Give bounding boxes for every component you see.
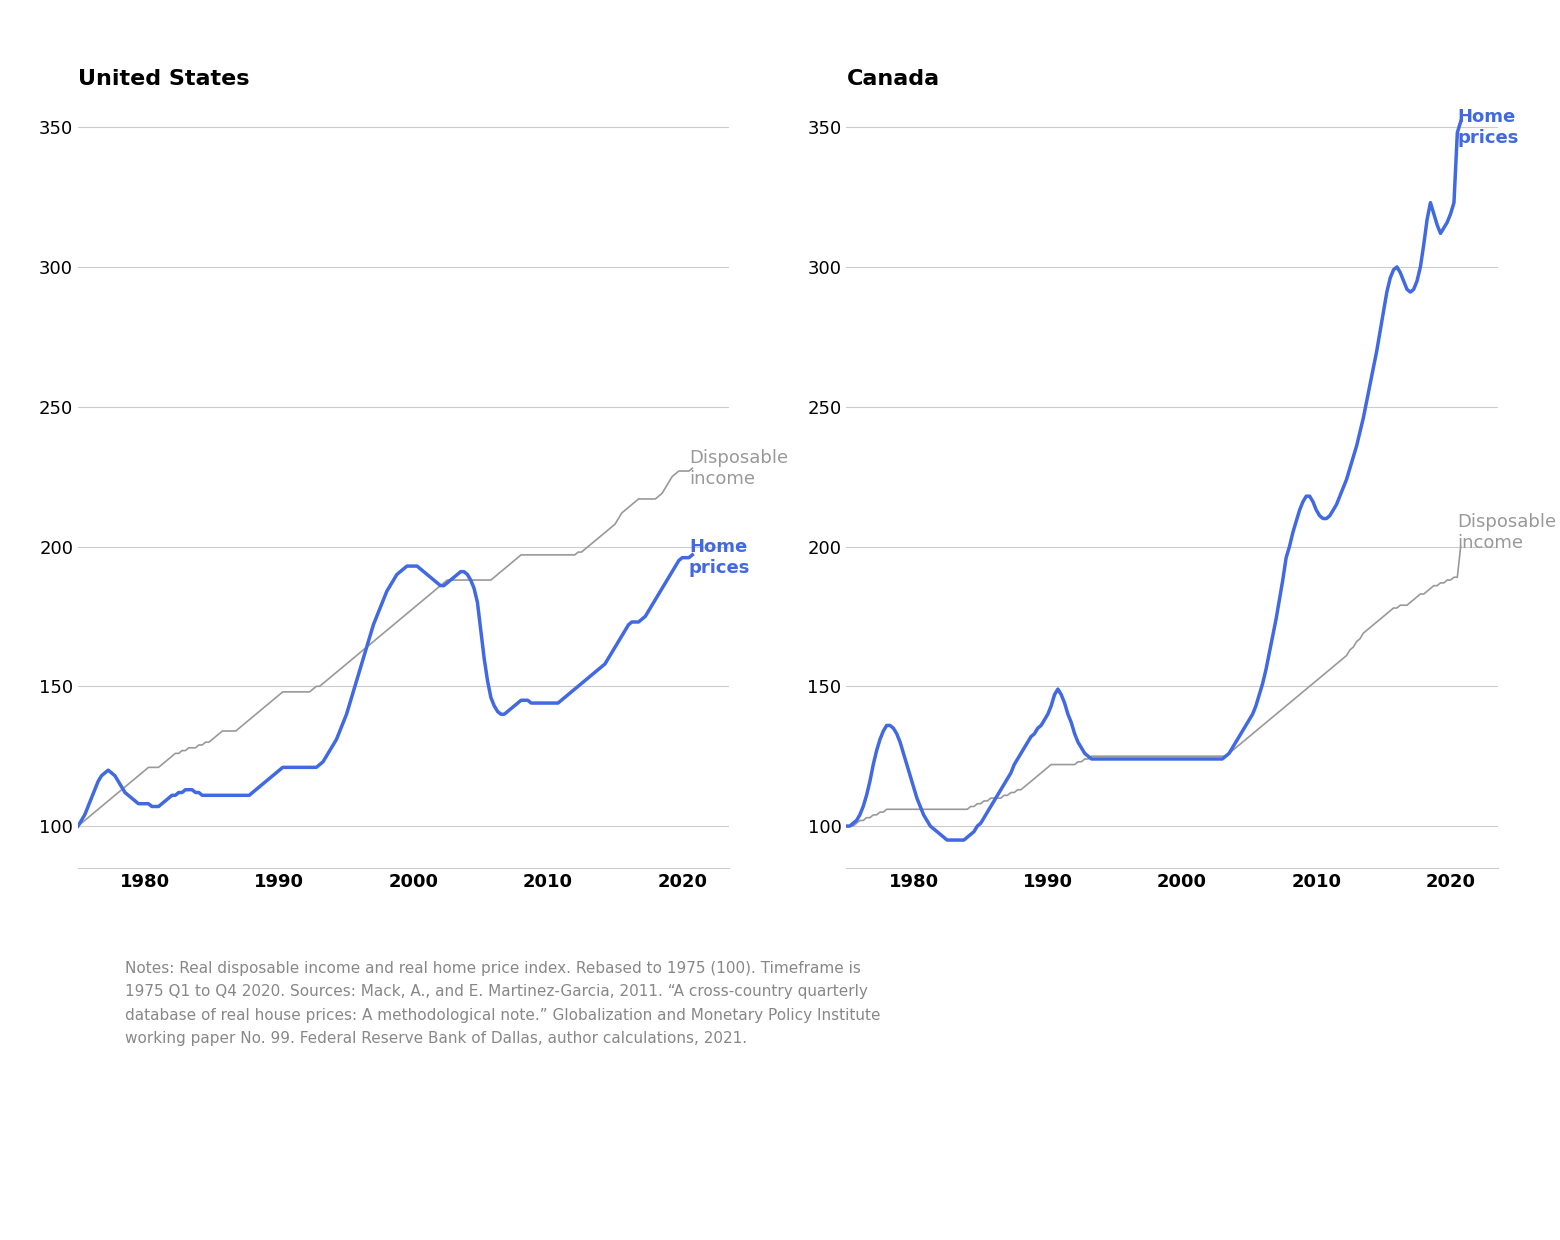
Text: Notes: Real disposable income and real home price index. Rebased to 1975 (100). : Notes: Real disposable income and real h… xyxy=(125,961,880,1047)
Text: Home
prices: Home prices xyxy=(690,538,750,577)
Text: Disposable
income: Disposable income xyxy=(690,449,788,487)
Text: Canada: Canada xyxy=(847,69,939,89)
Text: United States: United States xyxy=(78,69,250,89)
Text: Disposable
income: Disposable income xyxy=(1457,513,1557,552)
Text: Home
prices: Home prices xyxy=(1457,108,1519,146)
